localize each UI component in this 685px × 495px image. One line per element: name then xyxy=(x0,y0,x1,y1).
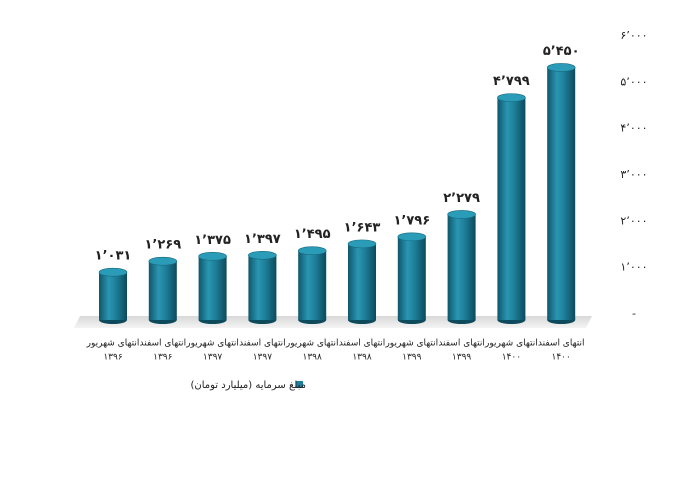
legend-label: مبلغ سرمایه (میلیارد تومان) xyxy=(190,380,306,391)
x-tick-label: ۱۳۹۹ xyxy=(452,353,472,363)
bar-cap xyxy=(497,93,526,102)
value-label: ۱٬۴۹۵ xyxy=(294,227,331,242)
bar-cap xyxy=(546,63,576,72)
y-tick-label: ۳٬۰۰۰ xyxy=(620,168,647,181)
value-label: ۱٬۶۴۳ xyxy=(344,220,381,235)
value-label: ۱٬۳۷۵ xyxy=(194,233,231,248)
bar-cap xyxy=(447,210,476,219)
x-tick-label: انتهای اسفند xyxy=(140,339,187,349)
x-tick-label: انتهای اسفند xyxy=(538,339,585,349)
bar-cap xyxy=(98,267,128,277)
value-label: ۱٬۲۶۹ xyxy=(144,238,181,253)
value-label: ۱٬۰۳۱ xyxy=(95,249,132,264)
x-tick-label: ۱۳۹۹ xyxy=(402,353,422,363)
bar-cap xyxy=(397,232,427,242)
y-tick-label: ۵٬۰۰۰ xyxy=(620,75,647,88)
x-tick-label: انتهای شهریور xyxy=(185,339,239,349)
bar xyxy=(547,67,576,320)
bar xyxy=(248,255,277,320)
bar-cap xyxy=(297,246,327,256)
y-tick-label: ۶٬۰۰۰ xyxy=(620,29,647,42)
y-tick-label: ۴٬۰۰۰ xyxy=(620,122,647,135)
legend-swatch xyxy=(296,381,303,388)
x-tick-label: انتهای شهریور xyxy=(285,339,339,349)
y-tick-label: ۱٬۰۰۰ xyxy=(620,261,647,274)
x-tick-label: ۱۳۹۷ xyxy=(253,353,273,363)
bar xyxy=(348,243,376,320)
bar xyxy=(148,261,177,320)
bar-cap xyxy=(347,239,377,249)
y-tick-label: - xyxy=(632,307,636,320)
x-tick-label: انتهای اسفند xyxy=(239,339,286,349)
x-tick-label: انتهای شهریور xyxy=(86,339,140,349)
bar xyxy=(198,256,227,320)
x-tick-label: انتهای اسفند xyxy=(339,339,386,349)
bar-cap xyxy=(148,256,178,266)
bar xyxy=(298,250,327,320)
x-tick-label: ۱۳۹۸ xyxy=(303,353,323,363)
x-tick-label: انتهای شهریور xyxy=(384,339,438,349)
bar xyxy=(447,214,476,320)
bar xyxy=(397,236,426,320)
value-label: ۱٬۳۹۷ xyxy=(244,232,281,247)
value-label: ۲٬۲۷۹ xyxy=(443,191,480,206)
x-tick-label: ۱۳۹۶ xyxy=(153,353,173,363)
value-label: ۵٬۴۵۰ xyxy=(543,44,580,59)
x-tick-label: انتهای اسفند xyxy=(438,339,485,349)
bar-cap xyxy=(198,251,227,261)
x-tick-label: ۱۳۹۶ xyxy=(103,353,123,363)
x-tick-label: انتهای شهریور xyxy=(484,339,538,349)
x-tick-label: ۱۳۹۷ xyxy=(203,353,223,363)
value-label: ۱٬۷۹۶ xyxy=(393,213,430,228)
bar xyxy=(99,272,127,320)
x-tick-label: ۱۴۰۰ xyxy=(502,353,521,363)
value-label: ۴٬۷۹۹ xyxy=(493,74,530,89)
x-tick-label: ۱۴۰۰ xyxy=(552,353,571,363)
y-tick-label: ۲٬۰۰۰ xyxy=(620,214,647,227)
bar xyxy=(497,97,526,320)
bar-cap xyxy=(248,250,277,260)
x-tick-label: ۱۳۹۸ xyxy=(352,353,372,363)
